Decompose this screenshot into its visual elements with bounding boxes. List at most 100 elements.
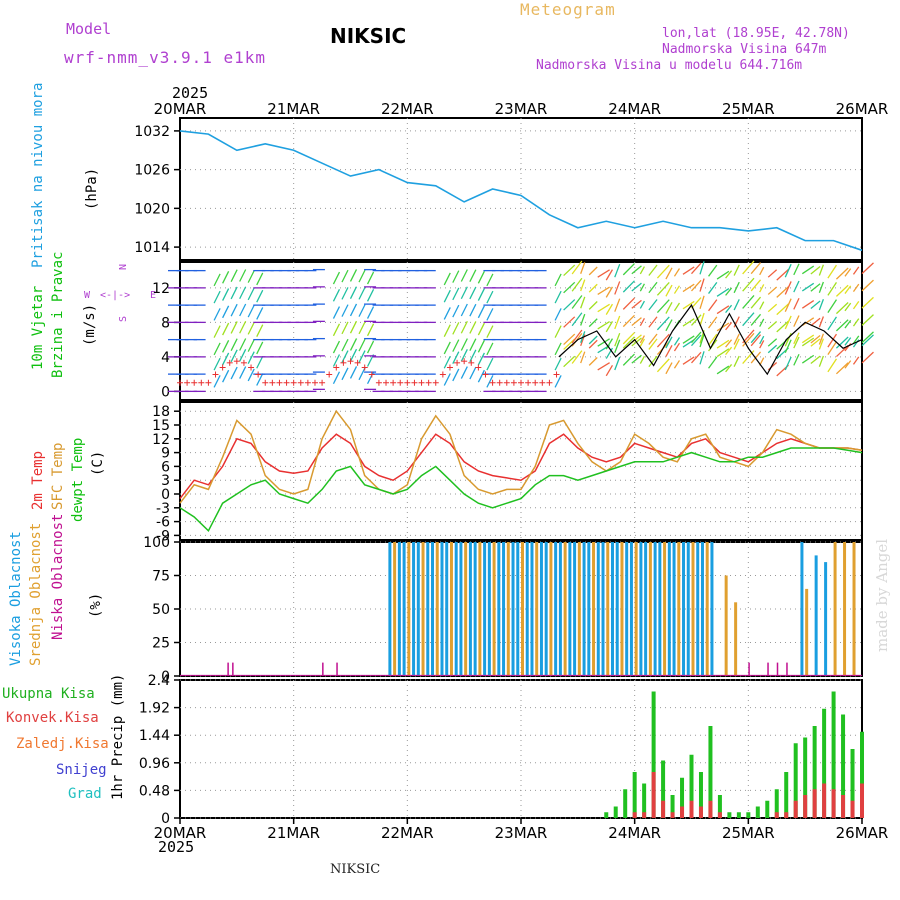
coords-label: lon,lat (18.95E, 42.78N) — [662, 26, 850, 41]
wind-arrow — [716, 322, 730, 332]
cloud-bar — [435, 542, 439, 676]
wind-arrow — [358, 338, 366, 352]
wind-arrow — [554, 290, 562, 304]
wind-arrow — [767, 344, 778, 354]
wind-arrow — [759, 340, 765, 349]
wind-arrow — [239, 303, 247, 317]
wind-arrow — [477, 288, 485, 301]
cloud-bar — [686, 542, 690, 676]
wind-arrow — [691, 331, 702, 344]
wind-arrow — [725, 287, 733, 296]
wind-arrow — [256, 341, 264, 355]
wind-arrow — [366, 340, 375, 354]
wind-arrow — [691, 314, 702, 326]
wind-arrow — [750, 279, 762, 292]
cloud-bar — [705, 542, 709, 676]
wind-arrow — [665, 336, 673, 349]
wind-arrow — [452, 287, 460, 301]
wind-arrow — [759, 335, 765, 345]
wind-arrow — [691, 297, 702, 309]
temp-2m-line — [179, 433, 863, 500]
cloud-bar — [549, 542, 553, 676]
cloud-bar — [644, 542, 648, 676]
precip-total-bar — [642, 783, 647, 818]
wind-arrow — [716, 270, 730, 280]
wind-arrow — [759, 318, 765, 327]
ytick-label-cloud: 25 — [152, 636, 170, 652]
wind-arrow — [648, 316, 658, 328]
wind-arrow — [452, 339, 460, 352]
ytick-label-wind: 8 — [161, 315, 170, 331]
cloud-bar — [814, 555, 818, 676]
wind-arrow — [844, 302, 852, 312]
wind-arrow — [580, 262, 586, 274]
wind-arrow — [213, 308, 221, 321]
cloud-bar — [521, 542, 524, 676]
ytick-label-temp: 6 — [161, 459, 170, 475]
cloud-bar — [407, 542, 411, 676]
wind-arrow — [571, 312, 583, 327]
precip-conv-bar — [642, 812, 647, 818]
wind-arrow — [767, 321, 778, 330]
wind-arrow — [443, 272, 451, 286]
wind-arrow — [332, 354, 341, 367]
cloud-bar — [431, 542, 435, 676]
wind-arrow — [665, 362, 673, 375]
wind-arrow — [716, 365, 730, 375]
ytick-label-temp: 12 — [152, 432, 170, 448]
wind-arrow — [213, 273, 221, 287]
wind-arrow — [656, 333, 670, 348]
wind-arrow — [682, 318, 695, 327]
cloud-bar — [393, 542, 397, 676]
wind-arrow — [349, 338, 358, 351]
wind-arrow — [366, 306, 375, 319]
precip-total-bar — [661, 760, 666, 818]
wind-arrow — [358, 367, 366, 381]
cloud-bar — [539, 542, 543, 676]
cloud-bar — [653, 542, 657, 676]
cloud-bar — [502, 542, 506, 676]
wind-arrow — [213, 325, 221, 338]
wind-arrow — [614, 356, 621, 371]
wind-dir-w: W — [84, 290, 91, 301]
precip-total-bar — [708, 726, 713, 818]
wind-arrow — [835, 362, 849, 375]
wind-arrow — [332, 340, 341, 354]
wind-arrow — [810, 283, 821, 292]
precip-total-bar — [727, 812, 732, 818]
cloud-bar — [478, 542, 482, 676]
wind-arrow — [443, 355, 451, 369]
wind-arrow — [213, 342, 221, 356]
wind-arrow — [256, 324, 264, 337]
cloud-bar — [843, 542, 847, 676]
ytick-label-cloud: 75 — [152, 569, 170, 585]
wind-arrow — [733, 338, 740, 350]
wind-arrow — [656, 316, 670, 331]
wind-arrow — [708, 316, 718, 329]
wind-arrow — [622, 336, 635, 349]
legend-conv: Konvek.Kisa — [6, 710, 99, 726]
ytick-label-temp: -9 — [156, 528, 170, 544]
cloud-bar — [800, 542, 804, 676]
wind-arrow — [247, 368, 255, 382]
precip-total-bar — [793, 743, 798, 818]
wind-arrow — [605, 303, 614, 315]
model-name: wrf-nmm_v3.9.1 e1km — [64, 48, 267, 67]
wind-arrow — [835, 284, 849, 297]
ytick-label-precip: 2.4 — [148, 673, 170, 689]
precip-conv-bar — [651, 772, 656, 818]
cloud-bar — [663, 542, 667, 676]
wind-arrow — [827, 333, 838, 348]
wind-arrow — [605, 338, 614, 350]
wind-arrow — [810, 338, 821, 347]
wind-arrow — [477, 322, 485, 336]
wind-arrow — [852, 318, 860, 327]
wind-arrow — [239, 349, 247, 362]
wind-arrow — [810, 317, 821, 327]
wind-arrow — [656, 264, 670, 279]
wind-arrow — [622, 263, 635, 276]
wind-arrow — [776, 286, 789, 298]
wind-arrow — [852, 356, 860, 365]
wind-arrow — [358, 350, 366, 363]
